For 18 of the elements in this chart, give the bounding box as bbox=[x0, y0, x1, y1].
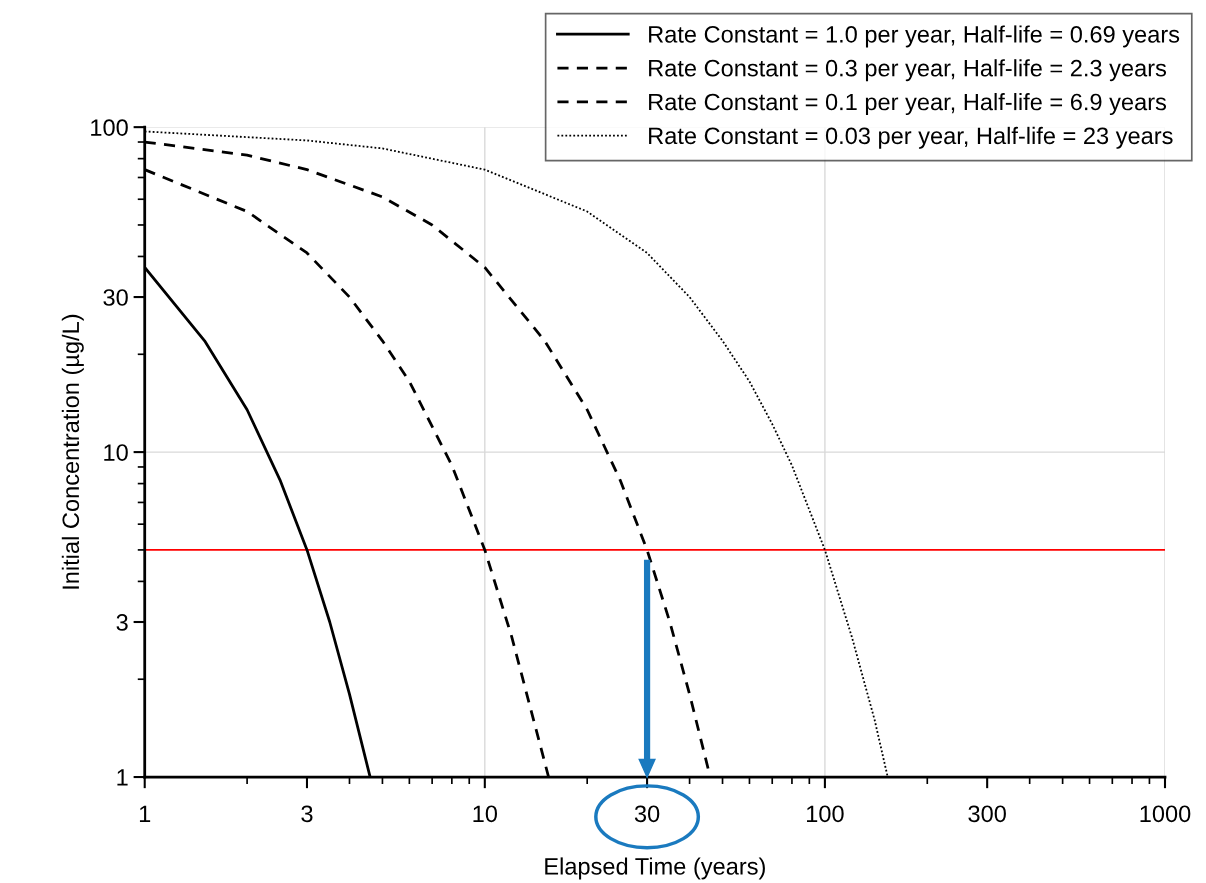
legend-label: Rate Constant = 0.03 per year, Half-life = 23 years bbox=[649, 126, 1173, 149]
y-tick-label: 10 bbox=[104, 444, 128, 461]
y-tick-label: 100 bbox=[91, 119, 128, 136]
x-tick-label: 10 bbox=[473, 805, 498, 823]
y-axis-title: Initial Concentration (µg/L) bbox=[61, 314, 84, 589]
x-tick-label: 30 bbox=[634, 805, 660, 823]
x-axis-title: Elapsed Time (years) bbox=[545, 857, 765, 880]
legend-label: Rate Constant = 0.1 per year, Half-life = 6.9 years bbox=[649, 93, 1167, 116]
x-tick-label: 1 bbox=[139, 805, 151, 822]
x-tick-label: 300 bbox=[968, 805, 1006, 823]
y-tick-label: 1 bbox=[117, 769, 128, 786]
legend-label: Rate Constant = 1.0 per year, Half-life = 0.69 years bbox=[649, 25, 1180, 48]
x-tick-label: 3 bbox=[301, 805, 313, 823]
x-tick-label: 100 bbox=[807, 805, 844, 823]
y-tick-label: 3 bbox=[116, 614, 128, 631]
x-tick-label: 1000 bbox=[1140, 805, 1191, 823]
legend-label: Rate Constant = 0.3 per year, Half-life = 2.3 years bbox=[649, 59, 1167, 82]
y-tick-label: 30 bbox=[103, 289, 128, 306]
